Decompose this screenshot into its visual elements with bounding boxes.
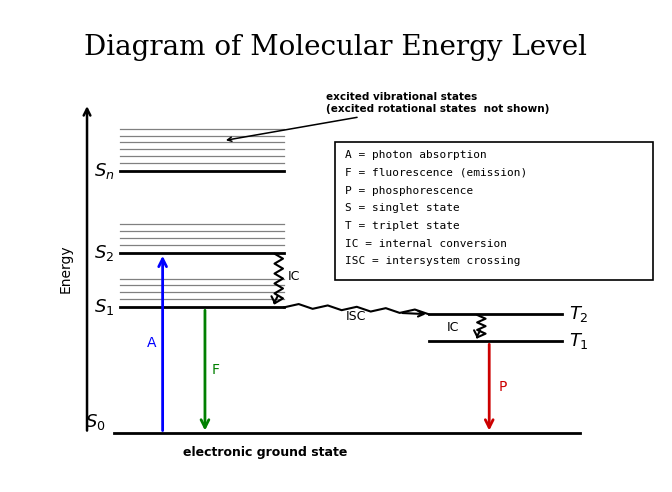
FancyBboxPatch shape — [335, 142, 653, 280]
Text: T = triplet state: T = triplet state — [345, 221, 460, 231]
Text: A = photon absorption: A = photon absorption — [345, 150, 487, 160]
Text: $T_1$: $T_1$ — [569, 332, 589, 351]
Text: P = phosphorescence: P = phosphorescence — [345, 185, 474, 196]
Text: IC = internal conversion: IC = internal conversion — [345, 239, 507, 249]
Text: $S_1$: $S_1$ — [94, 298, 114, 317]
Text: P: P — [499, 380, 507, 395]
Text: Energy: Energy — [59, 244, 73, 293]
Text: IC: IC — [288, 270, 300, 283]
Text: F: F — [212, 364, 220, 377]
Text: A: A — [147, 336, 157, 350]
Text: ISC = intersystem crossing: ISC = intersystem crossing — [345, 256, 521, 266]
Text: $S_0$: $S_0$ — [85, 412, 105, 431]
Text: ISC: ISC — [346, 310, 366, 323]
Text: F = fluorescence (emission): F = fluorescence (emission) — [345, 168, 528, 178]
Text: Diagram of Molecular Energy Level: Diagram of Molecular Energy Level — [85, 34, 587, 62]
Text: $T_2$: $T_2$ — [569, 304, 589, 324]
Text: $S_n$: $S_n$ — [93, 161, 114, 182]
Text: IC: IC — [447, 321, 459, 335]
Text: excited vibrational states
(excited rotational states  not shown): excited vibrational states (excited rota… — [228, 92, 549, 141]
Text: $S_2$: $S_2$ — [94, 243, 114, 263]
Text: electronic ground state: electronic ground state — [183, 446, 347, 460]
Text: S = singlet state: S = singlet state — [345, 203, 460, 214]
